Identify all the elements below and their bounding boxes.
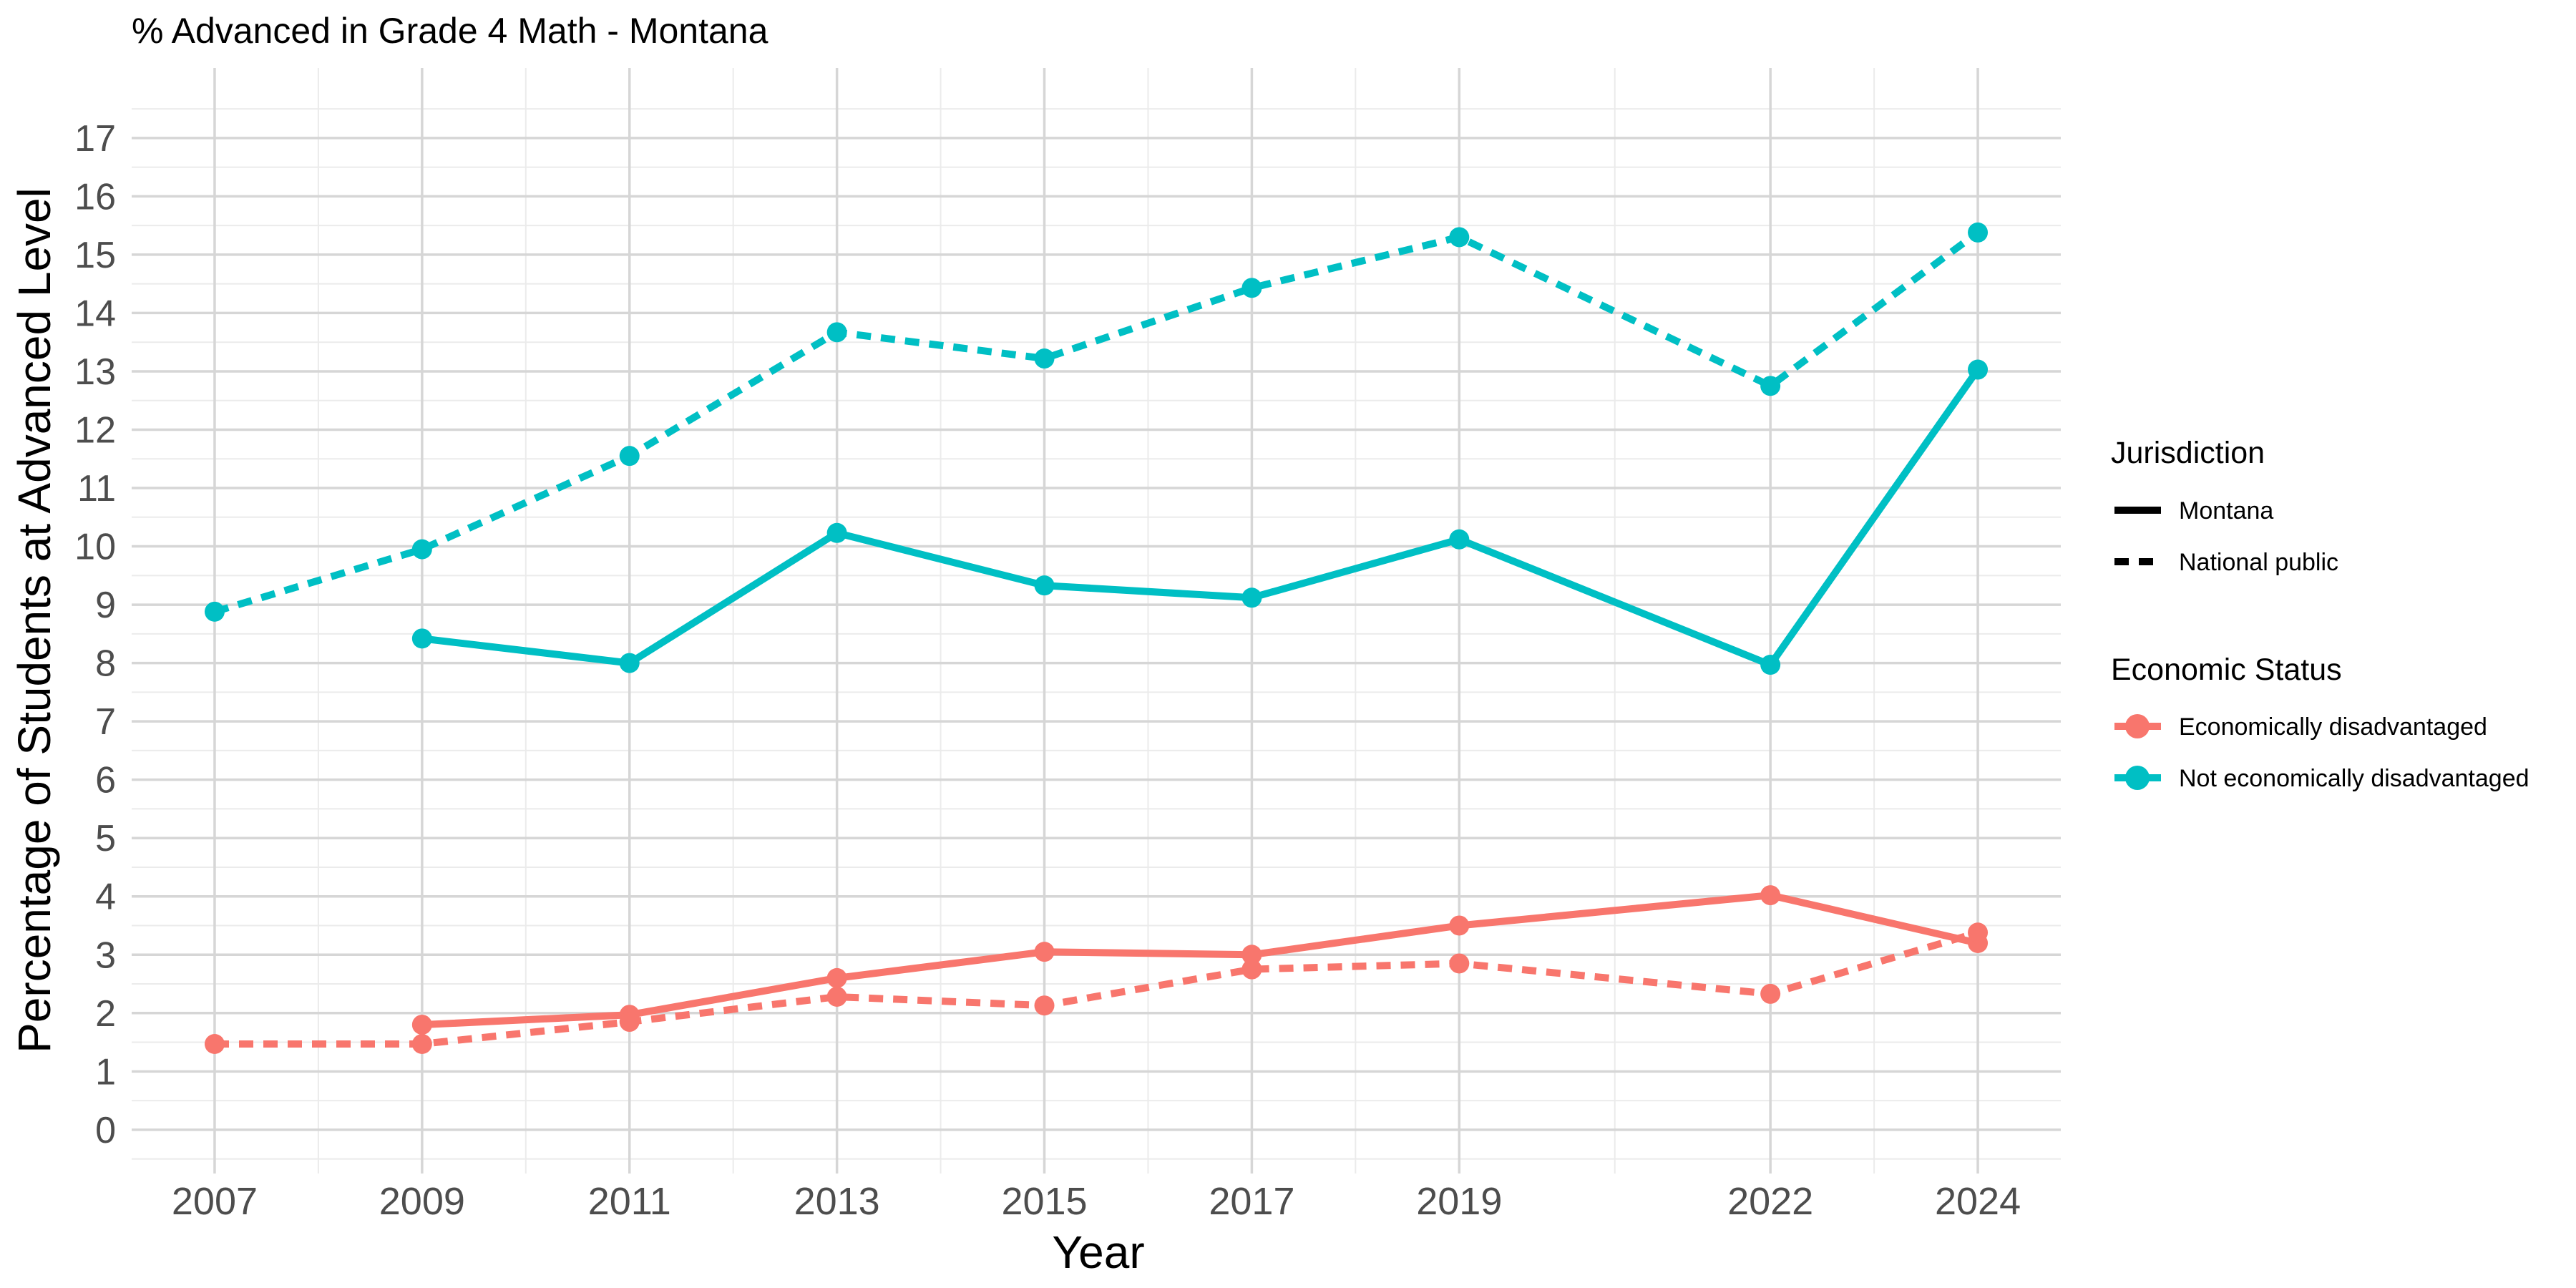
legend-label-national-public: National public — [2179, 549, 2338, 576]
data-point — [826, 986, 847, 1007]
data-point — [1034, 995, 1055, 1016]
series-lines — [213, 229, 1981, 1048]
series-line — [421, 892, 1979, 1029]
data-point — [1968, 222, 1989, 243]
data-point — [619, 1012, 640, 1033]
data-point — [204, 601, 225, 622]
data-point — [1449, 953, 1470, 974]
chart-title: % Advanced in Grade 4 Math - Montana — [132, 11, 769, 51]
grid-major — [132, 68, 2061, 1174]
x-axis-ticks: 2007 2009 2011 2013 2015 2017 2019 2022 2024 — [172, 1180, 2021, 1223]
data-point — [1760, 655, 1781, 675]
data-point — [1760, 885, 1781, 906]
data-point — [1968, 359, 1989, 380]
y-tick-label: 15 — [74, 235, 116, 276]
y-tick-label: 5 — [95, 818, 116, 859]
x-tick-label: 2011 — [588, 1180, 671, 1223]
y-tick-label: 0 — [95, 1110, 116, 1151]
legend-key-disadvantaged-point — [2125, 714, 2150, 738]
x-tick-label: 2015 — [1001, 1180, 1087, 1223]
data-point — [1760, 983, 1781, 1004]
data-point — [1241, 945, 1262, 965]
data-point — [619, 446, 640, 467]
data-point — [1760, 376, 1781, 396]
data-point — [1241, 587, 1262, 608]
y-tick-label: 9 — [95, 585, 116, 626]
legend-title-jurisdiction: Jurisdiction — [2111, 436, 2265, 470]
legend-title-economic-status: Economic Status — [2111, 653, 2342, 687]
data-point — [1241, 959, 1262, 980]
y-tick-label: 12 — [74, 409, 116, 451]
data-point — [411, 628, 432, 649]
y-axis-label: Percentage of Students at Advanced Level — [9, 187, 60, 1053]
legend-label-montana: Montana — [2179, 497, 2273, 525]
y-tick-label: 2 — [95, 993, 116, 1035]
data-point — [411, 1015, 432, 1035]
x-tick-label: 2013 — [794, 1180, 880, 1223]
data-point — [411, 1034, 432, 1055]
y-tick-label: 10 — [74, 527, 116, 568]
data-point — [826, 322, 847, 343]
data-point — [1449, 915, 1470, 936]
legend-label-economically-disadvantaged: Economically disadvantaged — [2179, 713, 2487, 741]
y-tick-label: 8 — [95, 643, 116, 685]
data-point — [1034, 348, 1055, 369]
data-point — [1968, 922, 1989, 943]
x-tick-label: 2024 — [1935, 1180, 2021, 1223]
y-tick-label: 1 — [95, 1051, 116, 1093]
y-tick-label: 16 — [74, 176, 116, 218]
series-line — [421, 367, 1981, 669]
y-tick-label: 13 — [74, 351, 116, 393]
x-axis-label: Year — [1052, 1226, 1144, 1278]
y-tick-label: 3 — [95, 935, 116, 976]
data-point — [1034, 942, 1055, 962]
y-tick-label: 4 — [95, 877, 116, 918]
y-tick-label: 6 — [95, 760, 116, 801]
data-point — [1449, 227, 1470, 248]
series-points — [204, 222, 1989, 1055]
data-point — [1449, 529, 1470, 550]
data-point — [1034, 575, 1055, 596]
data-point — [1241, 278, 1262, 298]
data-point — [619, 653, 640, 673]
y-tick-label: 7 — [95, 701, 116, 743]
x-tick-label: 2022 — [1727, 1180, 1813, 1223]
data-point — [826, 967, 847, 988]
x-tick-label: 2019 — [1416, 1180, 1502, 1223]
y-tick-label: 17 — [74, 118, 116, 160]
x-tick-label: 2017 — [1209, 1180, 1294, 1223]
y-tick-label: 14 — [74, 293, 116, 334]
x-tick-label: 2007 — [172, 1180, 258, 1223]
series-line — [213, 229, 1980, 615]
x-tick-label: 2009 — [379, 1180, 465, 1223]
data-point — [411, 539, 432, 560]
y-tick-label: 11 — [77, 468, 116, 509]
data-point — [826, 522, 847, 543]
legend-key-not-disadvantaged-point — [2125, 766, 2150, 790]
legend: Jurisdiction Montana National public Eco… — [2111, 436, 2529, 792]
legend-label-not-economically-disadvantaged: Not economically disadvantaged — [2179, 765, 2529, 792]
data-point — [204, 1034, 225, 1055]
